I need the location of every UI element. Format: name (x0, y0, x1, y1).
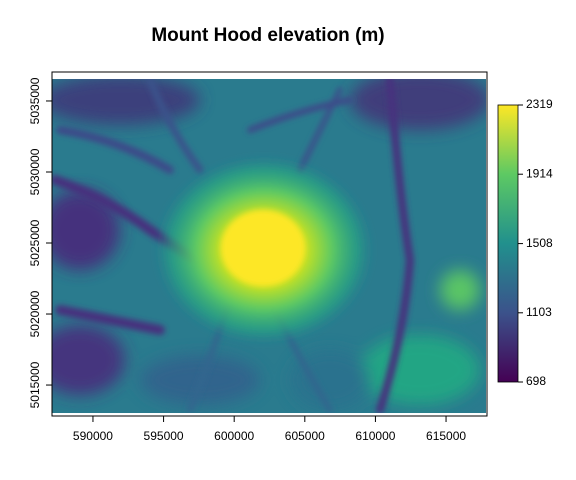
colorbar (497, 104, 519, 383)
x-tick-label: 600000 (214, 429, 254, 443)
x-tick-label: 605000 (285, 429, 325, 443)
y-tick-label: 5025000 (28, 219, 42, 266)
y-tick-label: 5035000 (28, 77, 42, 124)
x-tick-label: 610000 (355, 429, 395, 443)
x-tick-label: 595000 (144, 429, 184, 443)
x-tick-label: 615000 (426, 429, 466, 443)
x-tick-label: 590000 (73, 429, 113, 443)
y-tick-label: 5015000 (28, 361, 42, 408)
colorbar-tick-label: 1508 (526, 236, 553, 250)
colorbar-tick-label: 2319 (526, 97, 553, 111)
plot-frame (51, 71, 488, 417)
colorbar-tick-label: 1103 (526, 305, 552, 319)
y-tick-label: 5030000 (28, 148, 42, 195)
y-tick-label: 5020000 (28, 290, 42, 337)
chart-title: Mount Hood elevation (m) (151, 25, 384, 46)
colorbar-tick-label: 698 (526, 374, 546, 388)
elevation-raster (52, 79, 486, 413)
colorbar-tick-label: 1914 (526, 166, 553, 180)
